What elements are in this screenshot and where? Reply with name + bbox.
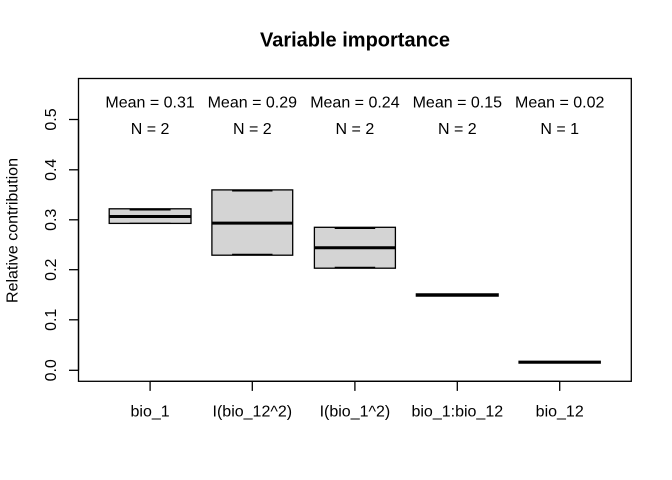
svg-text:Mean = 0.29: Mean = 0.29 — [208, 94, 298, 111]
svg-text:Variable importance: Variable importance — [260, 29, 450, 51]
svg-text:N = 2: N = 2 — [233, 121, 272, 138]
svg-text:N = 2: N = 2 — [131, 121, 170, 138]
svg-text:Relative contribution: Relative contribution — [5, 158, 22, 303]
svg-text:bio_1:bio_12: bio_1:bio_12 — [411, 404, 503, 421]
svg-text:0.4: 0.4 — [43, 159, 60, 181]
svg-text:bio_1: bio_1 — [131, 404, 170, 421]
svg-text:0.5: 0.5 — [43, 108, 60, 130]
svg-text:N = 2: N = 2 — [336, 121, 375, 138]
svg-text:N = 2: N = 2 — [438, 121, 477, 138]
svg-text:I(bio_12^2): I(bio_12^2) — [213, 404, 293, 421]
svg-text:Mean = 0.31: Mean = 0.31 — [105, 94, 195, 111]
svg-text:bio_12: bio_12 — [536, 404, 584, 421]
svg-text:0.2: 0.2 — [43, 258, 60, 280]
svg-text:Mean = 0.24: Mean = 0.24 — [310, 94, 400, 111]
svg-text:I(bio_1^2): I(bio_1^2) — [320, 404, 391, 421]
svg-text:0.1: 0.1 — [43, 309, 60, 331]
svg-text:0.3: 0.3 — [43, 209, 60, 231]
svg-text:Mean = 0.02: Mean = 0.02 — [515, 94, 605, 111]
svg-text:N = 1: N = 1 — [540, 121, 579, 138]
svg-text:Mean = 0.15: Mean = 0.15 — [413, 94, 503, 111]
svg-text:0.0: 0.0 — [43, 359, 60, 381]
